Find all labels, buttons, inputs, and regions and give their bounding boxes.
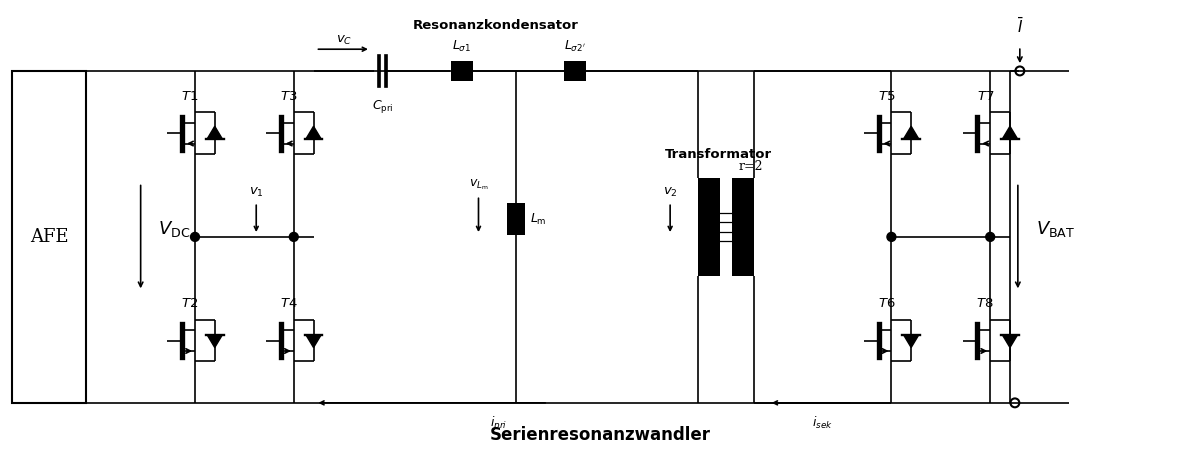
Polygon shape [1002,335,1018,347]
Polygon shape [904,335,918,347]
Text: $C_{\mathrm{pri}}$: $C_{\mathrm{pri}}$ [372,98,394,115]
Text: $L_{\sigma 1}$: $L_{\sigma 1}$ [452,39,472,54]
Circle shape [191,233,199,241]
Circle shape [887,233,896,241]
Text: $v_C$: $v_C$ [336,34,352,47]
Text: AFE: AFE [30,228,68,246]
Text: Serienresonanzwandler: Serienresonanzwandler [490,426,710,444]
Polygon shape [208,335,222,347]
Text: $T8$: $T8$ [977,297,994,310]
Text: $V_{\mathrm{DC}}$: $V_{\mathrm{DC}}$ [158,219,191,239]
Bar [508,203,524,235]
Text: $v_2$: $v_2$ [662,186,678,199]
Polygon shape [306,335,320,347]
Circle shape [289,233,299,241]
Text: $T4$: $T4$ [280,297,298,310]
Text: $T7$: $T7$ [977,90,994,102]
Bar [697,178,720,276]
Polygon shape [208,126,222,138]
Text: $i_{sek}$: $i_{sek}$ [812,414,833,431]
Text: $T1$: $T1$ [181,90,199,102]
Text: $T5$: $T5$ [877,90,895,102]
Text: $V_{\mathrm{BAT}}$: $V_{\mathrm{BAT}}$ [1036,219,1075,239]
Text: $\bar{I}$: $\bar{I}$ [1016,17,1024,37]
Text: $T2$: $T2$ [181,297,199,310]
Circle shape [985,233,995,241]
Text: $v_{L_{\mathrm{m}}}$: $v_{L_{\mathrm{m}}}$ [469,178,488,192]
Text: $T6$: $T6$ [877,297,895,310]
Text: $L_{\mathrm{m}}$: $L_{\mathrm{m}}$ [530,212,546,227]
Polygon shape [1002,126,1018,138]
Text: r=2: r=2 [738,159,763,173]
Text: Transformator: Transformator [665,148,772,161]
Bar [451,61,473,81]
Bar [12,71,86,403]
Polygon shape [306,126,320,138]
Text: Resonanzkondensator: Resonanzkondensator [413,19,578,32]
Polygon shape [904,126,918,138]
Text: $i_{pri}$: $i_{pri}$ [491,414,508,433]
Text: $v_1$: $v_1$ [248,186,264,199]
Text: $L_{\sigma 2'}$: $L_{\sigma 2'}$ [564,39,586,54]
Bar [732,178,754,276]
Text: $T3$: $T3$ [280,90,298,102]
Bar [564,61,586,81]
